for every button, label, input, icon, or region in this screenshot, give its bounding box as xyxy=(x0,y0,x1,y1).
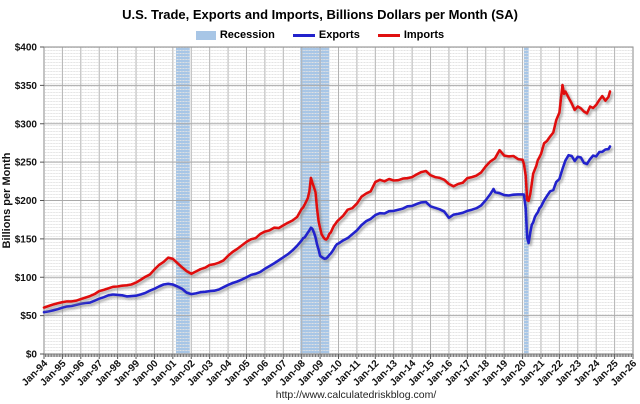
svg-text:$250: $250 xyxy=(15,158,38,169)
series-line-exports xyxy=(42,145,612,314)
x-axis-labels: Jan-94Jan-95Jan-96Jan-97Jan-98Jan-99Jan-… xyxy=(20,358,639,388)
y-axis-title: Billions per Month xyxy=(1,152,13,248)
source-url: http://www.calculatedriskblog.com/ xyxy=(275,389,437,401)
svg-text:$0: $0 xyxy=(26,350,38,361)
legend-label-recession: Recession xyxy=(219,29,275,41)
svg-text:$200: $200 xyxy=(15,196,38,207)
axis-ticks xyxy=(40,46,634,359)
svg-text:$50: $50 xyxy=(20,311,37,322)
chart-legend: Recession Exports Imports xyxy=(0,27,640,43)
recession-swatch xyxy=(195,30,216,40)
imports-swatch xyxy=(377,33,400,37)
gridlines xyxy=(44,47,633,354)
legend-label-exports: Exports xyxy=(318,29,360,41)
y-axis-labels: $0 $50 $100 $150 $200 $250 $300 $350 $400 xyxy=(15,43,38,361)
legend-item-recession: Recession xyxy=(195,29,275,41)
svg-text:$150: $150 xyxy=(15,234,38,245)
svg-text:$100: $100 xyxy=(15,273,38,284)
legend-label-imports: Imports xyxy=(403,29,445,41)
series-line-imports xyxy=(42,83,612,309)
svg-text:$400: $400 xyxy=(15,43,38,54)
chart-canvas: $0 $50 $100 $150 $200 $250 $300 $350 $400 Jan-94J… xyxy=(1,43,639,389)
legend-item-imports: Imports xyxy=(377,29,445,41)
svg-text:$300: $300 xyxy=(15,119,38,130)
svg-text:$350: $350 xyxy=(15,81,38,92)
legend-item-exports: Exports xyxy=(292,29,360,41)
exports-swatch xyxy=(292,33,315,37)
chart-title: U.S. Trade, Exports and Imports, Billion… xyxy=(122,7,518,22)
